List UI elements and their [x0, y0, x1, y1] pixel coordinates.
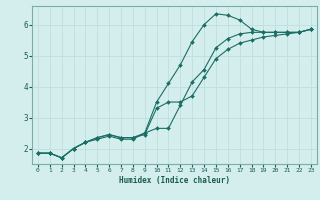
X-axis label: Humidex (Indice chaleur): Humidex (Indice chaleur): [119, 176, 230, 185]
